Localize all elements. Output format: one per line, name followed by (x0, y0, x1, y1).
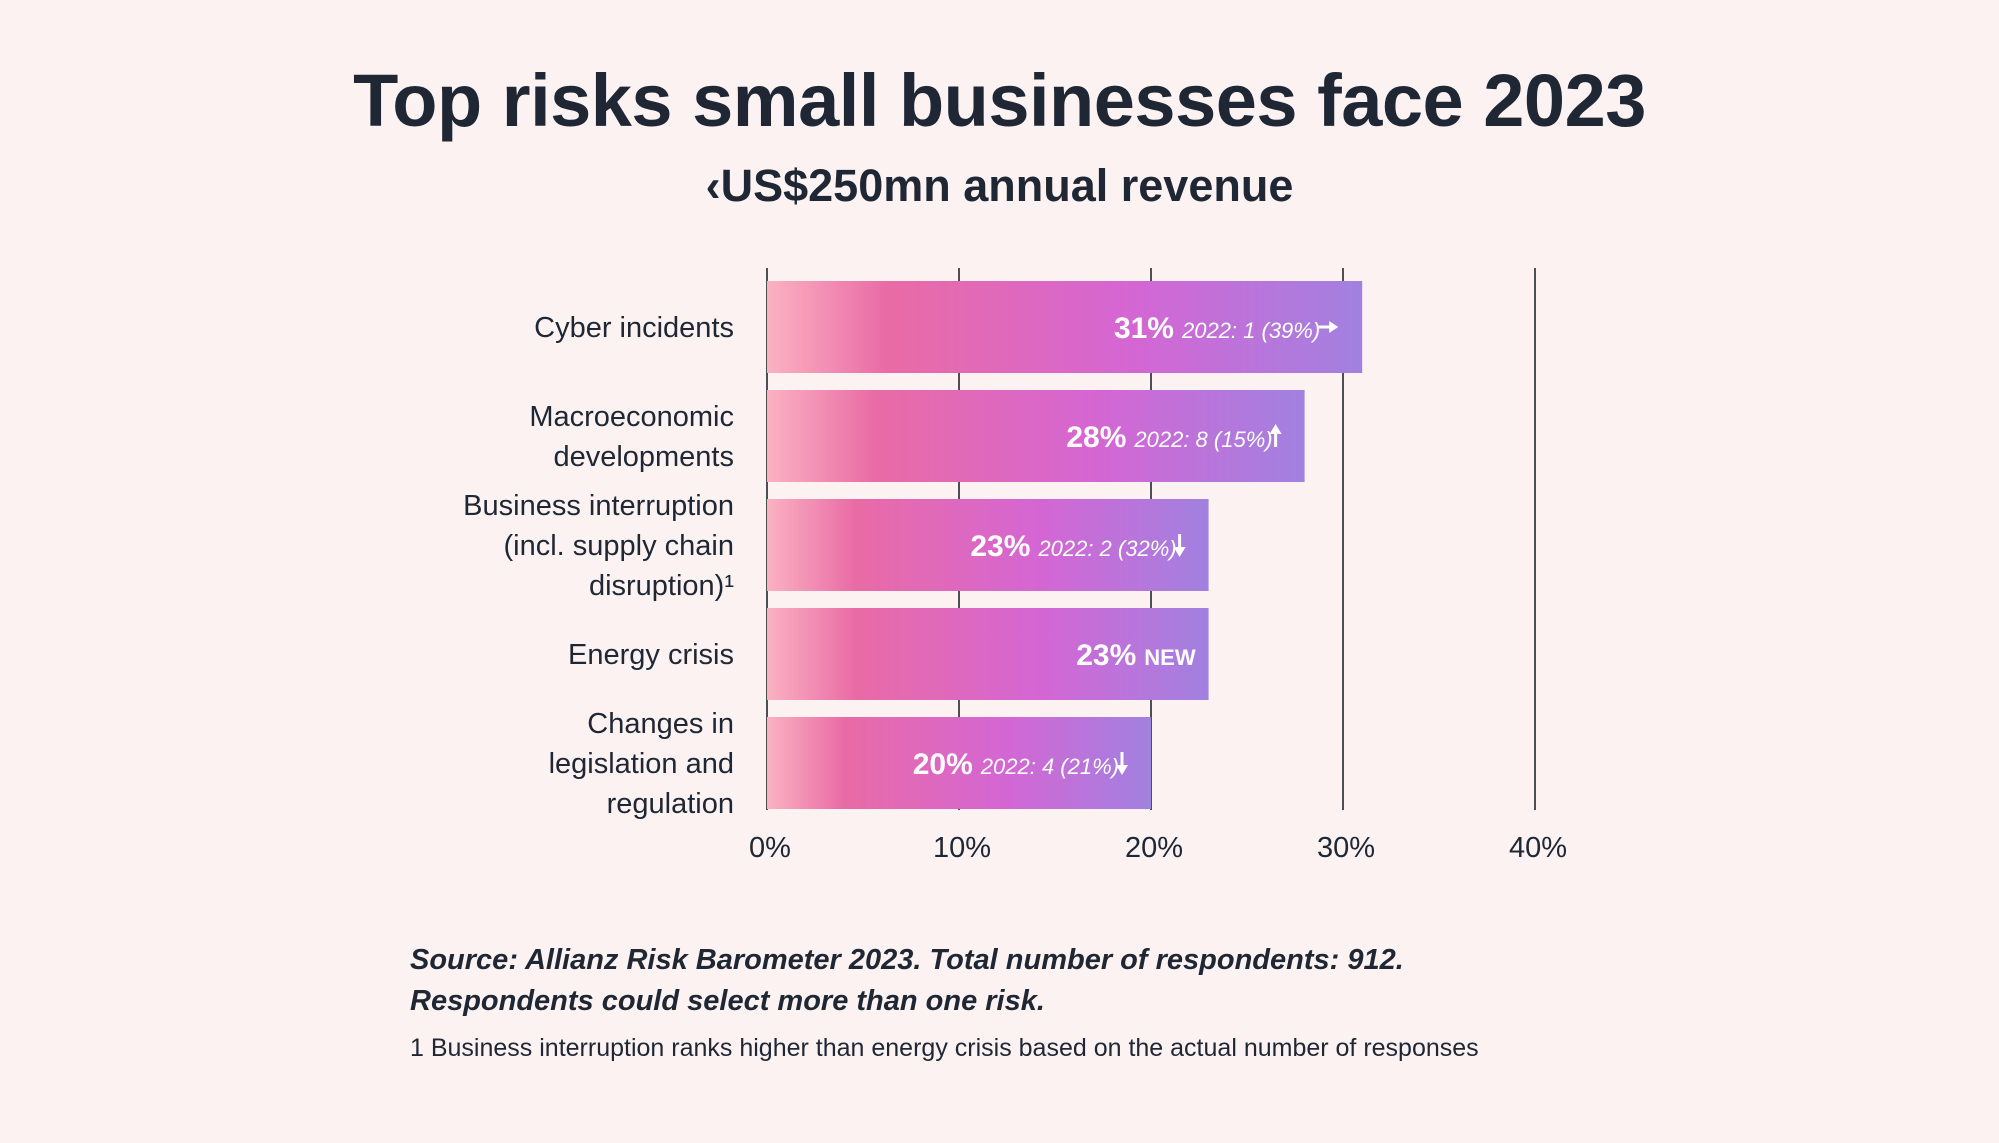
value-label: 28% (1066, 421, 1126, 454)
bar (767, 717, 1151, 809)
x-tick-label: 40% (1509, 832, 1567, 864)
source-text: Source: Allianz Risk Barometer 2023. Tot… (410, 940, 1710, 1022)
svg-text:23%NEW: 23% NEW (1076, 639, 1196, 672)
bar-data-label: 23% NEW (1076, 639, 1196, 672)
trend-up-icon (1269, 424, 1282, 447)
bar-data-label: 20% 2022: 4 (21%) (913, 748, 1128, 781)
prior-year-label: 2022: 2 (32%) (1037, 536, 1176, 561)
new-badge: NEW (1144, 645, 1196, 670)
bar (767, 281, 1363, 373)
category-labels: Cyber incidents Macroeconomic developments… (463, 312, 734, 820)
category-label: Business interruption (incl. supply chain… (463, 490, 734, 602)
x-tick-label: 30% (1317, 832, 1375, 864)
source-line-1: Source: Allianz Risk Barometer 2023. Tot… (410, 944, 1404, 976)
category-label: Macroeconomic developments (529, 401, 734, 473)
value-label: 31% (1114, 312, 1174, 345)
bar (767, 499, 1209, 591)
chart-title: Top risks small businesses face 2023 (353, 59, 1646, 142)
value-label: 20% (913, 748, 973, 781)
svg-text:31%2022: 1 (39%): 31% 2022: 1 (39%) (1114, 312, 1320, 345)
bar (767, 608, 1209, 700)
x-tick-label: 10% (933, 832, 991, 864)
bar-data-label: 23% 2022: 2 (32%) (970, 530, 1186, 563)
bar-data-label: 31% 2022: 1 (39%) (1114, 312, 1339, 345)
category-label: Energy crisis (568, 639, 734, 671)
value-label: 23% (1076, 639, 1136, 672)
svg-text:28%2022: 8 (15%): 28% 2022: 8 (15%) (1066, 421, 1272, 454)
x-tick-label: 20% (1125, 832, 1183, 864)
category-label: Cyber incidents (534, 312, 734, 344)
prior-year-label: 2022: 4 (21%) (980, 754, 1119, 779)
x-tick-label: 0% (749, 832, 791, 864)
source-line-2: Respondents could select more than one r… (410, 985, 1045, 1017)
x-axis-ticks: 0% 10% 20% 30% 40% (749, 832, 1567, 864)
trend-same-icon (1317, 321, 1339, 333)
svg-text:23%2022: 2 (32%): 23% 2022: 2 (32%) (970, 530, 1176, 563)
value-label: 23% (970, 530, 1030, 563)
trend-down-icon (1173, 534, 1186, 557)
chart-subtitle: ‹US$250mn annual revenue (705, 160, 1294, 211)
bar-chart: 31% 2022: 1 (39%) 28% 2022: 8 (15%) 23% 2022:… (463, 268, 1567, 864)
bar (767, 390, 1305, 482)
prior-year-label: 2022: 1 (39%) (1181, 318, 1320, 343)
svg-text:20%2022: 4 (21%): 20% 2022: 4 (21%) (913, 748, 1119, 781)
bars: 31% 2022: 1 (39%) 28% 2022: 8 (15%) 23% 2022:… (767, 281, 1363, 809)
trend-down-icon (1116, 752, 1128, 775)
bar-data-label: 28% 2022: 8 (15%) (1066, 421, 1282, 454)
prior-year-label: 2022: 8 (15%) (1133, 427, 1272, 452)
category-label: Changes in legislation and regulation (549, 708, 734, 820)
footnote: 1 Business interruption ranks higher tha… (410, 1034, 1479, 1062)
